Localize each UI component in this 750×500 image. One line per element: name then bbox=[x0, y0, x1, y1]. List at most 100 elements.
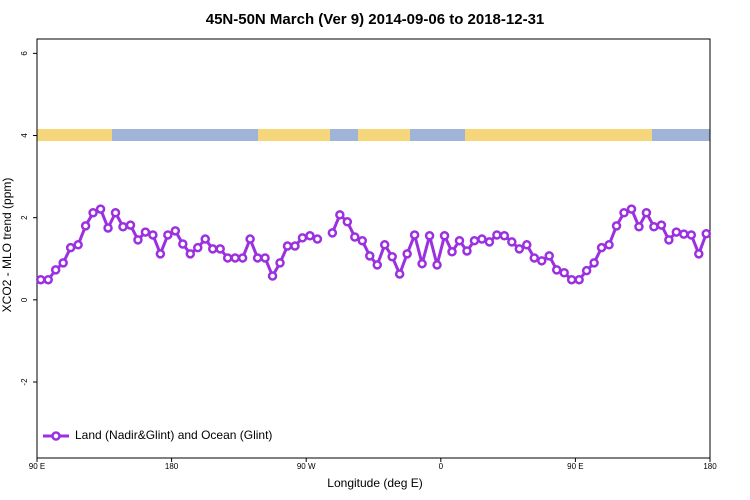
data-point bbox=[664, 235, 674, 245]
data-point bbox=[312, 234, 323, 244]
data-point bbox=[566, 274, 577, 285]
data-point bbox=[335, 210, 345, 220]
data-point bbox=[462, 246, 472, 256]
x-tick-label: 90 E bbox=[567, 462, 583, 471]
data-point bbox=[559, 267, 569, 278]
data-point bbox=[252, 253, 263, 263]
data-point bbox=[387, 251, 397, 262]
data-point bbox=[230, 253, 240, 263]
data-point bbox=[110, 208, 121, 218]
data-point bbox=[215, 244, 225, 254]
data-point bbox=[671, 227, 682, 237]
data-point bbox=[200, 234, 210, 244]
data-point bbox=[522, 240, 532, 250]
y-tick-label: 4 bbox=[20, 133, 29, 138]
data-point bbox=[222, 253, 233, 263]
data-point bbox=[619, 208, 629, 218]
data-point bbox=[275, 258, 285, 268]
y-axis-label: XCO2 - MLO trend (ppm) bbox=[0, 178, 14, 313]
x-axis-label: Longitude (deg E) bbox=[327, 476, 422, 490]
data-point bbox=[58, 258, 68, 268]
data-point bbox=[267, 271, 278, 281]
data-point bbox=[282, 241, 293, 251]
data-point bbox=[626, 204, 637, 214]
data-point bbox=[499, 231, 510, 241]
data-point bbox=[327, 228, 338, 238]
data-point bbox=[118, 221, 128, 232]
data-point bbox=[35, 274, 46, 285]
data-point bbox=[155, 249, 166, 259]
data-point bbox=[514, 244, 525, 254]
data-point bbox=[125, 220, 136, 230]
data-point bbox=[297, 233, 308, 243]
data-point bbox=[163, 230, 173, 240]
data-point bbox=[424, 231, 435, 241]
data-point bbox=[73, 240, 83, 250]
y-tick-label: 2 bbox=[20, 215, 29, 220]
x-tick-label: 180 bbox=[703, 462, 717, 471]
data-point bbox=[95, 204, 106, 214]
data-point bbox=[170, 226, 181, 236]
x-tick-label: 180 bbox=[165, 462, 179, 471]
data-point bbox=[305, 231, 315, 241]
data-point bbox=[193, 242, 203, 253]
data-point bbox=[365, 251, 375, 261]
ocean-strip bbox=[112, 129, 258, 141]
data-point bbox=[701, 228, 712, 239]
data-point bbox=[140, 227, 151, 237]
data-point bbox=[417, 258, 427, 269]
data-point bbox=[679, 229, 689, 239]
y-tick-label: 6 bbox=[20, 51, 29, 56]
data-point bbox=[260, 253, 270, 263]
data-point bbox=[148, 230, 158, 240]
data-point bbox=[604, 240, 614, 250]
data-point bbox=[641, 208, 652, 218]
chart-title: 45N-50N March (Ver 9) 2014-09-06 to 2018… bbox=[206, 11, 545, 28]
data-point bbox=[178, 239, 188, 249]
ocean-strip bbox=[330, 129, 358, 141]
data-point bbox=[207, 244, 218, 254]
data-point bbox=[529, 253, 540, 263]
data-point bbox=[477, 234, 487, 244]
data-point bbox=[581, 265, 592, 276]
x-tick-label: 0 bbox=[439, 462, 444, 471]
data-point bbox=[402, 249, 412, 259]
data-point bbox=[50, 265, 61, 275]
data-point bbox=[379, 240, 390, 250]
data-point bbox=[237, 253, 248, 263]
data-point bbox=[394, 269, 405, 279]
legend-marker bbox=[51, 431, 61, 441]
data-point bbox=[686, 230, 697, 240]
data-point bbox=[656, 220, 667, 230]
data-point bbox=[88, 208, 98, 218]
data-point bbox=[133, 235, 143, 245]
data-point bbox=[290, 241, 300, 251]
data-point bbox=[185, 249, 196, 259]
data-point bbox=[350, 232, 360, 242]
data-point bbox=[357, 235, 368, 246]
data-point bbox=[694, 249, 704, 259]
data-point bbox=[103, 223, 113, 233]
data-point bbox=[469, 235, 480, 246]
data-point bbox=[634, 221, 644, 232]
legend-label: Land (Nadir&Glint) and Ocean (Glint) bbox=[75, 428, 272, 442]
ocean-strip bbox=[410, 129, 465, 141]
data-point bbox=[447, 247, 457, 257]
data-point bbox=[439, 231, 450, 241]
data-point bbox=[342, 217, 353, 227]
data-point bbox=[65, 242, 76, 253]
data-point bbox=[596, 242, 607, 253]
data-point bbox=[245, 234, 255, 244]
plot-frame bbox=[36, 38, 711, 459]
data-point bbox=[544, 251, 554, 261]
data-point bbox=[484, 237, 495, 247]
data-point bbox=[507, 237, 517, 247]
data-point bbox=[432, 260, 442, 270]
y-tick-label: 0 bbox=[20, 297, 29, 302]
x-tick-label: 90 W bbox=[297, 462, 316, 471]
data-point bbox=[80, 221, 91, 231]
data-point bbox=[589, 258, 599, 268]
ocean-strip bbox=[652, 129, 710, 141]
